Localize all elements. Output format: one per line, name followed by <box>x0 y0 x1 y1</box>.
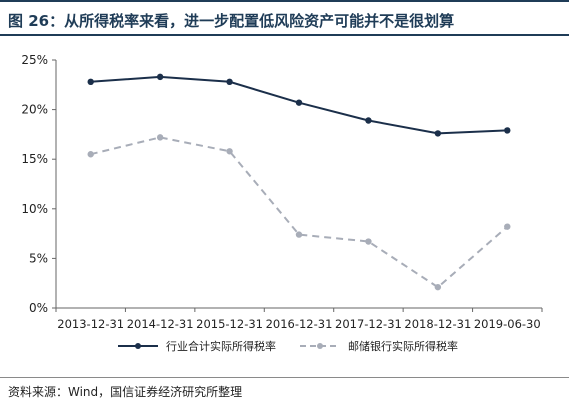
series-1-point <box>156 73 164 81</box>
y-tick-label: 10% <box>21 202 48 216</box>
source-note: 资料来源：Wind，国信证券经济研究所整理 <box>8 385 243 399</box>
series-2-point <box>87 151 94 158</box>
series-2-point <box>504 223 511 230</box>
series-1-point <box>504 127 511 134</box>
bottom-divider <box>0 377 569 378</box>
series-2-point <box>156 134 164 141</box>
x-tick-label: 2016-12-31 <box>266 317 333 331</box>
series-1-point <box>87 78 94 86</box>
figure-title-bar: 图 26：从所得税率来看，进一步配置低风险资产可能并不是很划算 <box>0 0 569 36</box>
series-2-point <box>434 283 442 291</box>
x-tick-label: 2017-12-31 <box>335 317 402 331</box>
series-1-point <box>365 117 372 124</box>
series-2-point <box>226 148 233 155</box>
series-line-2 <box>90 136 508 289</box>
x-tick-label: 2013-12-31 <box>57 317 124 331</box>
figure-title: 图 26：从所得税率来看，进一步配置低风险资产可能并不是很划算 <box>8 12 455 30</box>
legend-swatch-dot-2 <box>317 343 323 349</box>
legend-label-2: 邮储银行实际所得税率 <box>348 339 458 353</box>
y-tick-label: 25% <box>21 53 48 67</box>
series-1-point <box>295 99 303 106</box>
y-tick-label: 5% <box>29 251 48 265</box>
y-tick-label: 20% <box>21 103 48 117</box>
x-tick-label: 2018-12-31 <box>404 317 471 331</box>
legend-swatch-dot-1 <box>135 343 141 349</box>
x-tick-label: 2015-12-31 <box>196 317 263 331</box>
series-2-point <box>365 238 372 245</box>
y-tick-label: 15% <box>21 152 48 166</box>
series-2-point <box>295 231 303 238</box>
legend-label-1: 行业合计实际所得税率 <box>166 339 276 353</box>
series-1-point <box>226 78 233 86</box>
x-tick-label: 2019-06-30 <box>474 317 541 331</box>
series-1-point <box>434 130 442 137</box>
y-tick-label: 0% <box>29 301 48 315</box>
x-tick-label: 2014-12-31 <box>127 317 194 331</box>
